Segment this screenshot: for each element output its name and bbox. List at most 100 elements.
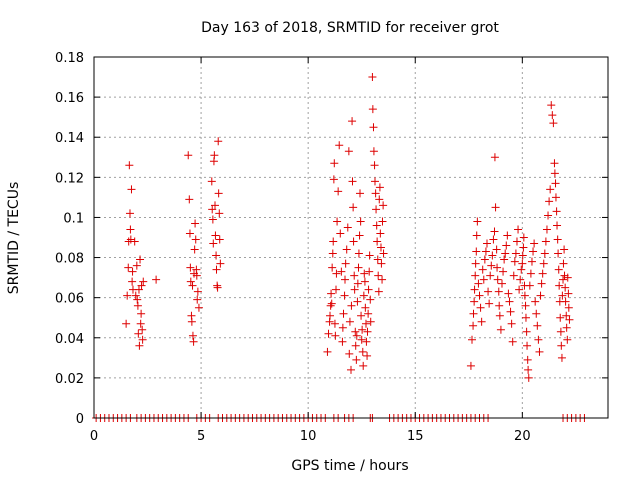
data-point xyxy=(562,323,571,332)
data-point xyxy=(492,245,501,254)
data-point xyxy=(480,255,489,264)
data-point xyxy=(133,295,142,304)
data-point xyxy=(364,309,373,318)
data-point xyxy=(212,265,221,274)
data-point xyxy=(191,219,200,228)
y-axis-label: SRMTID / TECUs xyxy=(6,182,22,295)
data-point xyxy=(331,331,340,340)
data-point xyxy=(539,259,548,268)
data-point xyxy=(561,297,570,306)
data-point xyxy=(130,237,139,246)
data-point xyxy=(138,335,147,344)
data-point xyxy=(553,221,562,230)
data-point xyxy=(468,335,477,344)
data-point xyxy=(124,263,133,272)
data-point xyxy=(375,183,384,192)
data-point xyxy=(500,255,509,264)
data-point xyxy=(477,317,486,326)
data-point xyxy=(496,325,505,334)
x-axis-label: GPS time / hours xyxy=(291,458,408,474)
data-point xyxy=(345,317,354,326)
data-point xyxy=(369,147,378,156)
data-point xyxy=(556,327,565,336)
data-point xyxy=(560,245,569,254)
data-point xyxy=(356,217,365,226)
data-point xyxy=(368,105,377,114)
data-point xyxy=(362,337,371,346)
data-point xyxy=(365,251,374,260)
data-point xyxy=(551,193,560,202)
data-point xyxy=(368,73,377,82)
data-point xyxy=(550,159,559,168)
data-point xyxy=(531,297,540,306)
y-tick-label: 0.06 xyxy=(55,292,84,307)
data-point xyxy=(510,257,519,266)
data-point xyxy=(341,275,350,284)
data-point xyxy=(379,249,388,258)
data-point xyxy=(476,303,485,312)
data-point xyxy=(559,259,568,268)
data-point xyxy=(357,311,366,320)
data-point xyxy=(360,277,369,286)
x-tick-label: 10 xyxy=(300,429,317,444)
data-point xyxy=(554,265,563,274)
data-point xyxy=(379,201,388,210)
data-point xyxy=(475,291,484,300)
data-point xyxy=(344,147,353,156)
data-point xyxy=(558,291,567,300)
data-point xyxy=(532,309,541,318)
data-point xyxy=(351,341,360,350)
data-point xyxy=(471,259,480,268)
data-point xyxy=(505,297,514,306)
data-point xyxy=(479,275,488,284)
data-point xyxy=(521,313,530,322)
data-point xyxy=(341,259,350,268)
data-point xyxy=(352,331,361,340)
data-point xyxy=(478,265,487,274)
data-point xyxy=(547,101,556,110)
data-point xyxy=(348,117,357,126)
data-point xyxy=(549,119,558,128)
data-point xyxy=(370,177,379,186)
data-point xyxy=(340,291,349,300)
data-point xyxy=(556,313,565,322)
data-point xyxy=(189,337,198,346)
data-point xyxy=(546,185,555,194)
data-point xyxy=(552,207,561,216)
data-point xyxy=(544,211,553,220)
data-point xyxy=(139,277,148,286)
data-point xyxy=(332,285,341,294)
data-point xyxy=(377,259,386,268)
data-point xyxy=(184,151,193,160)
data-point xyxy=(208,205,217,214)
data-point xyxy=(152,275,161,284)
data-point xyxy=(523,341,532,350)
data-point xyxy=(374,287,383,296)
data-point xyxy=(557,353,566,362)
data-point xyxy=(207,177,216,186)
data-point xyxy=(533,321,542,330)
data-point xyxy=(366,295,375,304)
data-point xyxy=(518,259,527,268)
data-point xyxy=(211,231,220,240)
data-point xyxy=(132,261,141,270)
data-point xyxy=(212,251,221,260)
data-point xyxy=(188,331,197,340)
data-point xyxy=(502,241,511,250)
data-point xyxy=(518,251,527,260)
data-point xyxy=(550,169,559,178)
data-point xyxy=(209,239,218,248)
data-point xyxy=(193,295,202,304)
data-point xyxy=(353,297,362,306)
data-point xyxy=(137,281,146,290)
data-point xyxy=(501,249,510,258)
data-point xyxy=(494,287,503,296)
data-point xyxy=(354,263,363,272)
data-point xyxy=(378,217,387,226)
data-point xyxy=(545,197,554,206)
data-point xyxy=(350,285,359,294)
data-point xyxy=(490,153,499,162)
data-point xyxy=(338,337,347,346)
data-point xyxy=(358,325,367,334)
data-point xyxy=(560,271,569,280)
